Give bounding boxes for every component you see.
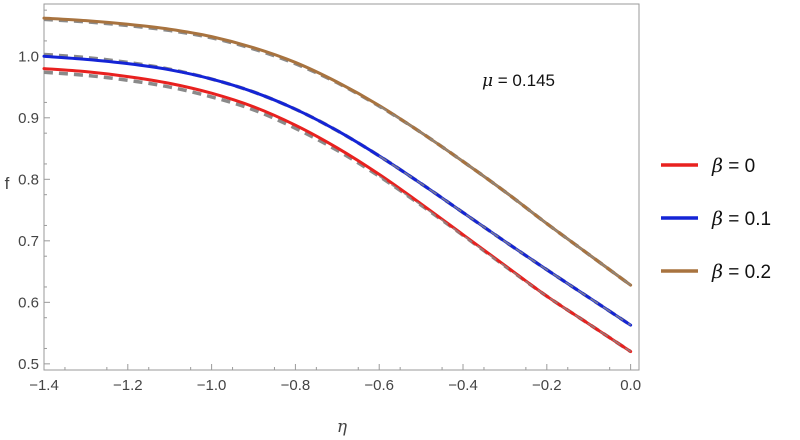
- x-tick-label: −0.4: [448, 377, 478, 394]
- x-tick-label: −1.4: [29, 377, 59, 394]
- mu-annotation: μ = 0.145: [482, 71, 555, 91]
- legend-symbol-1: β: [711, 208, 723, 230]
- series-1-approx-overlay: [378, 155, 632, 326]
- series-1-approx-line: [43, 52, 632, 327]
- y-tick-label: 1.0: [18, 48, 39, 65]
- plot-frame: [43, 3, 640, 371]
- legend-entry-1: β = 0.1: [711, 208, 771, 230]
- series-2-approx-overlay: [378, 105, 632, 286]
- y-axis-label: f: [5, 174, 10, 193]
- x-tick-label: 0.0: [620, 377, 641, 394]
- mu-value: = 0.145: [493, 71, 555, 90]
- legend-entry-2: β = 0.2: [711, 261, 771, 283]
- series-1-line: [42, 54, 633, 327]
- legend-label-0: = 0: [723, 156, 755, 177]
- series-2-line: [42, 16, 633, 287]
- axis-ticks: −1.4 −1.2 −1.0 −0.8 −0.6 −0.4 −0.2 0.0 0.5 0.6 0.7…: [18, 9, 641, 394]
- x-tick-label: −0.2: [532, 377, 562, 394]
- y-tick-label: 0.8: [18, 171, 39, 188]
- legend-label-2: = 0.2: [723, 262, 771, 283]
- mu-symbol: μ: [482, 71, 493, 91]
- legend-entry-0: β = 0: [711, 155, 755, 177]
- x-tick-label: −1.0: [197, 377, 227, 394]
- series-0-approx-line: [43, 70, 632, 354]
- legend-symbol-0: β: [711, 155, 723, 177]
- x-axis-label: η: [337, 417, 348, 437]
- legend-symbol-2: β: [711, 261, 723, 283]
- x-tick-label: −0.8: [281, 377, 311, 394]
- y-tick-label: 0.9: [18, 110, 39, 127]
- approximation-lines: [43, 17, 632, 354]
- y-tick-label: 0.7: [18, 233, 39, 250]
- approximation-overlay: [378, 105, 632, 353]
- series-lines: [42, 16, 633, 354]
- x-tick-label: −1.2: [113, 377, 143, 394]
- legend-label-1: = 0.1: [723, 209, 771, 230]
- series-0-line: [42, 67, 633, 354]
- x-tick-label: −0.6: [364, 377, 394, 394]
- legend: β = 0β = 0.1β = 0.2: [661, 155, 771, 283]
- y-tick-label: 0.5: [18, 356, 39, 373]
- series-0-approx-overlay: [378, 175, 632, 353]
- y-tick-label: 0.6: [18, 294, 39, 311]
